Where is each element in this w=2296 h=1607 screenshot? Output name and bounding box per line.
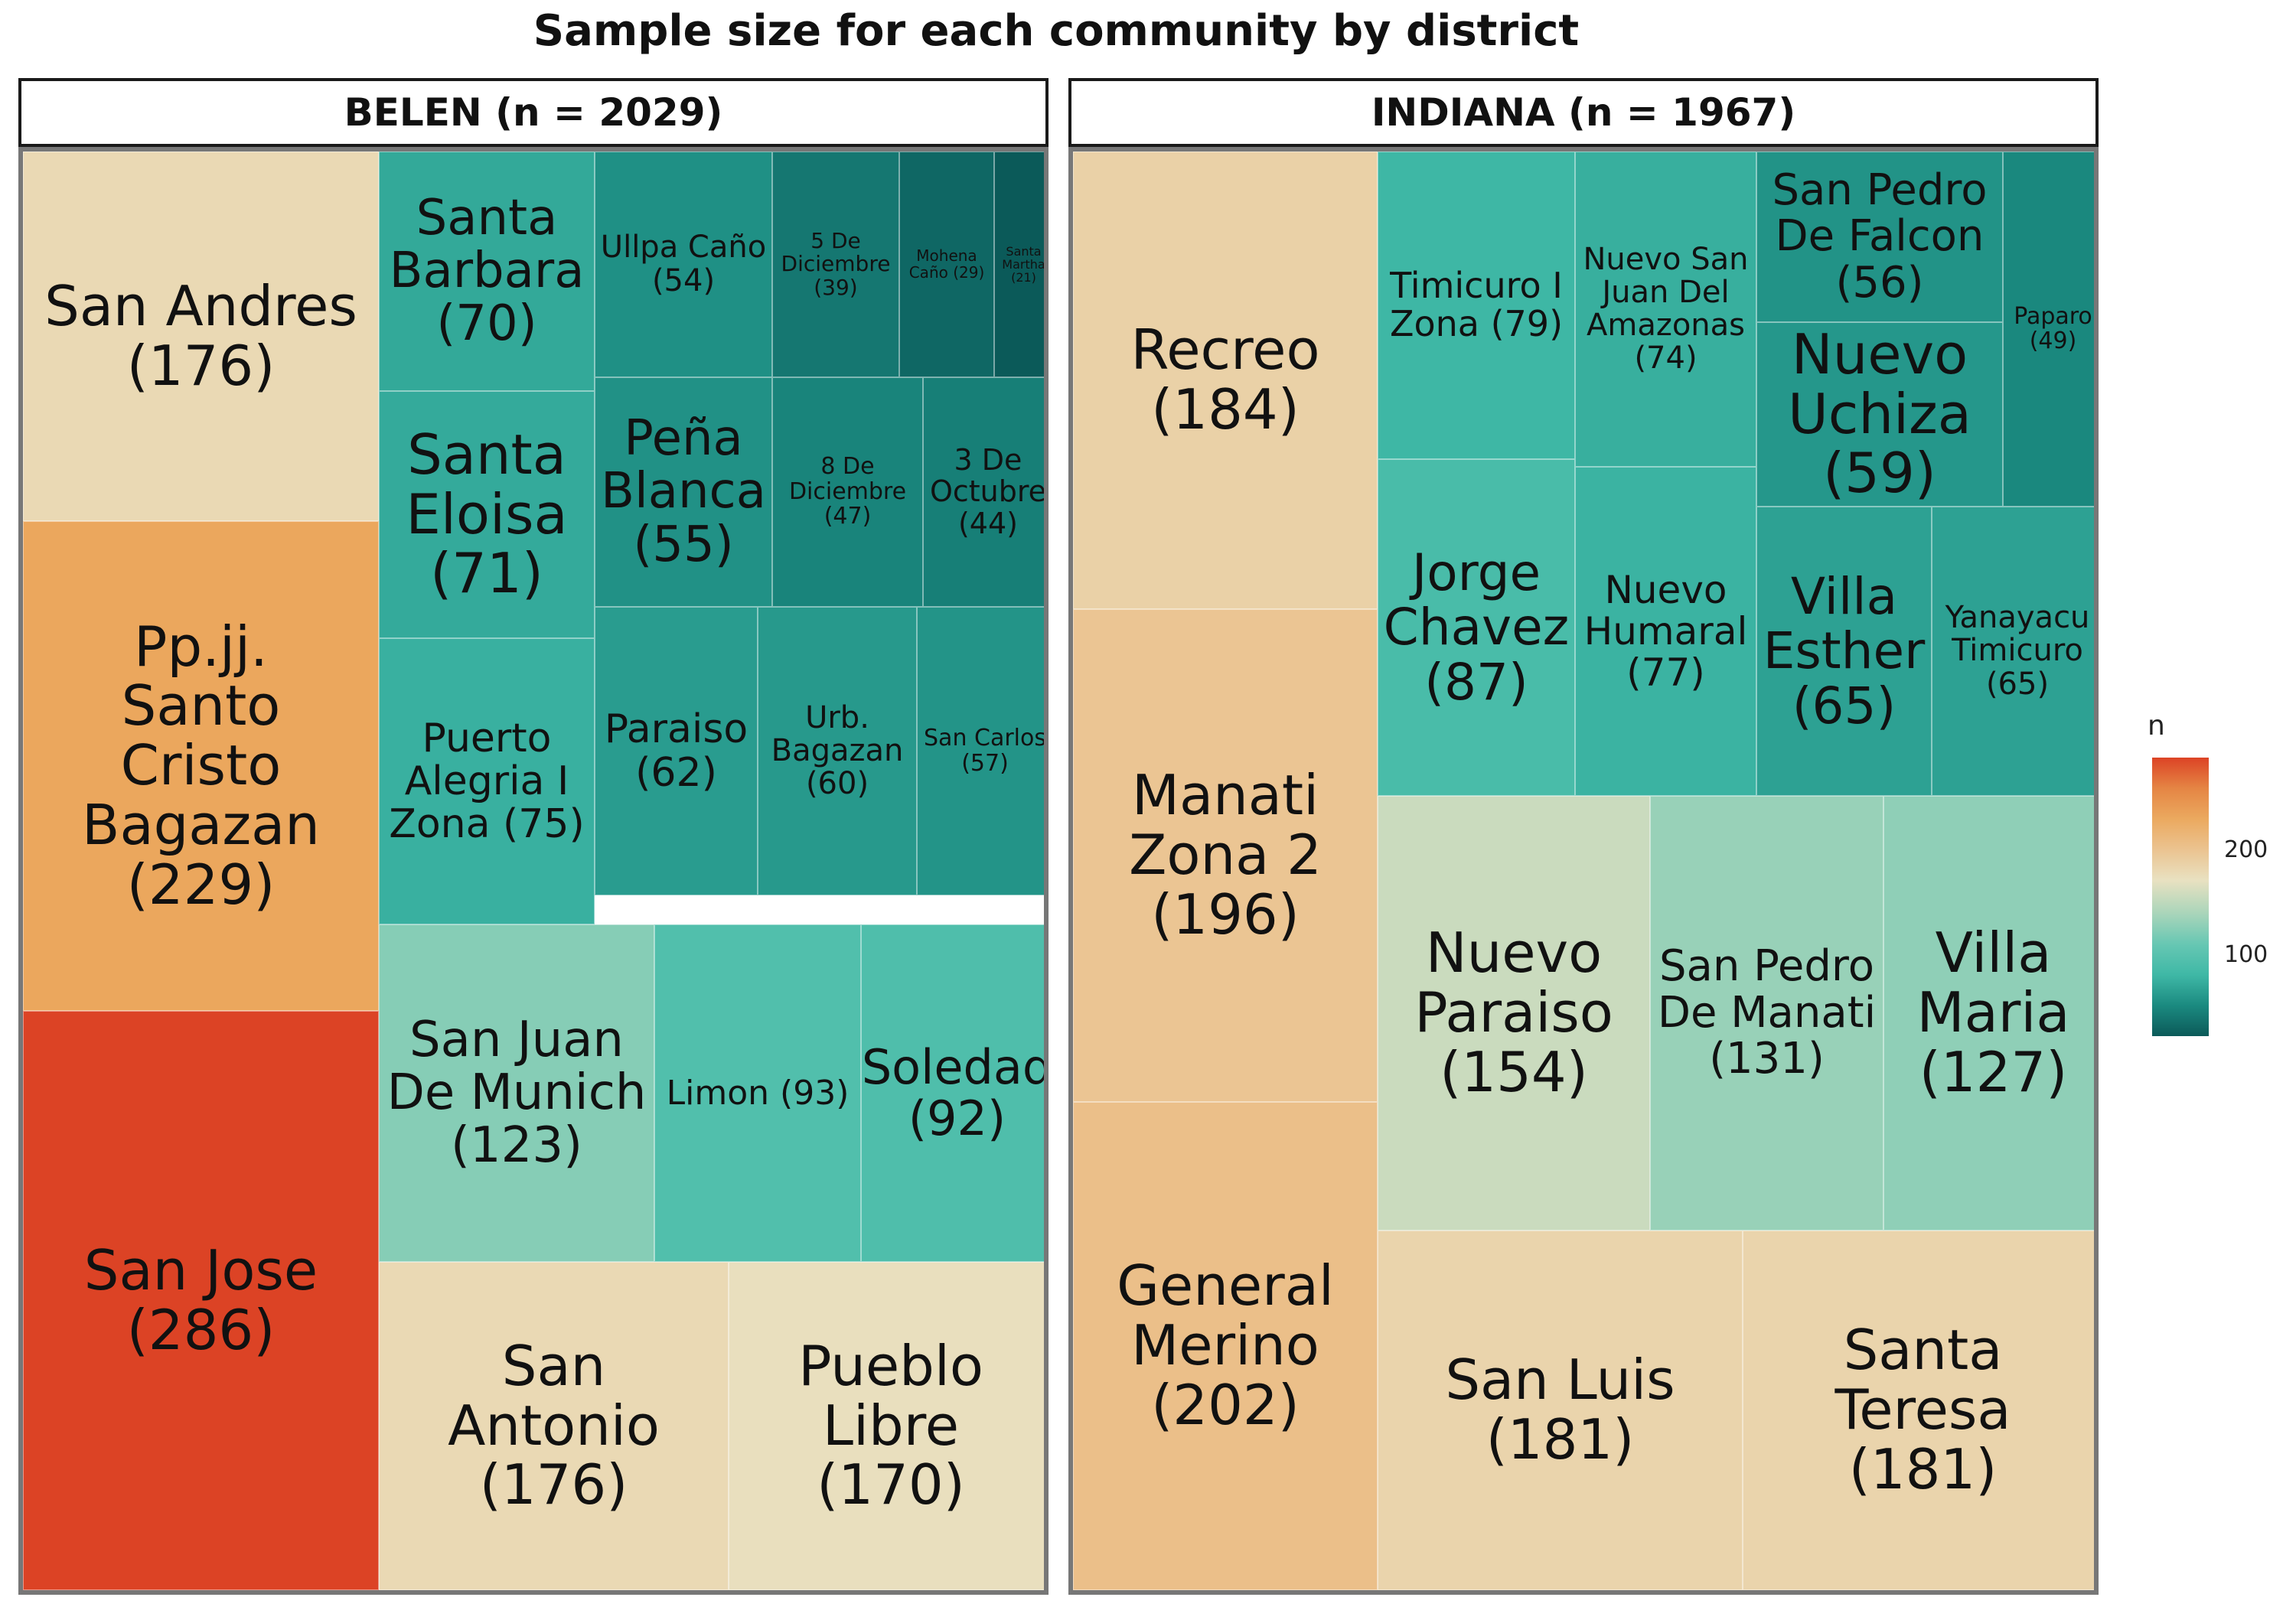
legend-label-200: 200	[2224, 836, 2268, 863]
treemap-tile-mohena-caño: Mohena Caño (29)	[899, 152, 994, 377]
treemap-tile-label: Limon (93)	[666, 1073, 850, 1113]
treemap-panel-belen: San Andres (176) Pp.jj. Santo Cristo Baga…	[18, 147, 1049, 1595]
treemap-tile-label: Nuevo Uchiza (59)	[1788, 322, 1971, 506]
treemap-tile-label: Timicuro I Zona (79)	[1389, 265, 1564, 344]
treemap-tile-santa-eloisa: Santa Eloisa (71)	[379, 391, 595, 638]
treemap-tile-paparo: Paparo (49)	[2003, 152, 2094, 507]
treemap-tile-3-de-octubre: 3 De Octubre (44)	[923, 377, 1047, 607]
treemap-tile-label: San Andres (176)	[44, 273, 357, 398]
treemap-tile-pp-jj-santo-cristo-bagazan: Pp.jj. Santo Cristo Bagazan (229)	[23, 521, 379, 1011]
treemap-tile-label: Recreo (184)	[1130, 318, 1320, 442]
treemap-tile-label: 8 De Diciembre (47)	[788, 453, 907, 530]
treemap-tile-san-pedro-de-manati: San Pedro De Manati (131)	[1650, 796, 1883, 1231]
treemap-tile-san-antonio: San Antonio (176)	[379, 1262, 729, 1590]
treemap-tile-label: Mohena Caño (29)	[908, 246, 985, 282]
treemap-tile-label: San Luis (181)	[1445, 1348, 1675, 1472]
treemap-tile-nuevo-uchiza: Nuevo Uchiza (59)	[1756, 322, 2003, 507]
treemap-tile-san-andres: San Andres (176)	[23, 152, 379, 521]
legend-tick-200	[2209, 850, 2216, 852]
treemap-tile-villa-maria: Villa Maria (127)	[1883, 796, 2094, 1231]
treemap-tile-label: Puerto Alegria I Zona (75)	[389, 715, 585, 848]
treemap-tile-label: General Merino (202)	[1117, 1253, 1334, 1437]
treemap-tile-san-luis: San Luis (181)	[1378, 1231, 1743, 1590]
treemap-tile-santa-barbara: Santa Barbara (70)	[379, 152, 595, 391]
treemap-tile-label: Paparo (49)	[2014, 302, 2092, 354]
treemap-tile-8-de-diciembre: 8 De Diciembre (47)	[772, 377, 923, 607]
treemap-tile-san-juan-de-munich: San Juan De Munich (123)	[379, 924, 654, 1262]
treemap-tile-nuevo-paraiso: Nuevo Paraiso (154)	[1378, 796, 1650, 1231]
treemap-tile-san-jose: San Jose (286)	[23, 1011, 379, 1590]
treemap-tile-label: Santa Martha (21)	[1002, 243, 1045, 285]
treemap-tile-label: San Jose (286)	[83, 1237, 318, 1362]
treemap-tile-santa-martha: Santa Martha (21)	[994, 152, 1045, 377]
treemap-tile-label: Soledad (92)	[861, 1038, 1049, 1146]
treemap-tile-label: San Pedro De Falcon (56)	[1772, 165, 1988, 308]
treemap-tile-label: Nuevo San Juan Del Amazonas (74)	[1583, 241, 1749, 376]
treemap-tile-jorge-chavez: Jorge Chavez (87)	[1378, 459, 1575, 796]
treemap-tile-label: Nuevo Humaral (77)	[1583, 568, 1748, 695]
treemap-tile-paraiso: Paraiso (62)	[595, 607, 758, 895]
treemap-tile-urb-bagazan: Urb. Bagazan (60)	[758, 607, 917, 895]
treemap-tile-label: Santa Eloisa (71)	[406, 422, 568, 606]
treemap-tile-label: 3 De Octubre (44)	[929, 443, 1047, 540]
treemap-tile-general-merino: General Merino (202)	[1073, 1102, 1378, 1590]
treemap-tile-label: Pueblo Libre (170)	[798, 1333, 983, 1517]
treemap-tile-label: San Pedro De Manati (131)	[1657, 941, 1877, 1084]
treemap-tile-puerto-alegria-i-zona: Puerto Alegria I Zona (75)	[379, 638, 595, 924]
treemap-tile-label: San Antonio (176)	[448, 1333, 660, 1517]
treemap-tile-label: 5 De Diciembre (39)	[781, 228, 891, 300]
treemap-tile-label: Nuevo Paraiso (154)	[1414, 921, 1613, 1104]
treemap-tile-label: Pp.jj. Santo Cristo Bagazan (229)	[82, 614, 320, 917]
treemap-tile-label: Villa Esther (65)	[1763, 567, 1926, 735]
legend-colorbar	[2152, 758, 2209, 1036]
treemap-tile-label: Peña Blanca (55)	[601, 410, 766, 573]
treemap-tile-soledad: Soledad (92)	[861, 924, 1049, 1262]
legend-label-100: 100	[2224, 941, 2268, 968]
treemap-tile-peña-blanca: Peña Blanca (55)	[595, 377, 772, 607]
treemap-tile-san-pedro-de-falcon: San Pedro De Falcon (56)	[1756, 152, 2003, 322]
treemap-tile-label: Ullpa Caño (54)	[600, 230, 767, 298]
treemap-tile-label: Santa Barbara (70)	[389, 189, 585, 353]
treemap-tile-label: Jorge Chavez (87)	[1383, 543, 1570, 712]
treemap-tile-pueblo-libre: Pueblo Libre (170)	[729, 1262, 1044, 1590]
treemap-tile-ullpa-caño: Ullpa Caño (54)	[595, 152, 772, 377]
treemap-tile-manati-zona-2: Manati Zona 2 (196)	[1073, 609, 1378, 1102]
treemap-tile-villa-esther: Villa Esther (65)	[1756, 507, 1932, 796]
treemap-tile-limon: Limon (93)	[654, 924, 861, 1262]
treemap-tile-label: Santa Teresa (181)	[1835, 1318, 2011, 1501]
treemap-tile-santa-teresa: Santa Teresa (181)	[1743, 1231, 2094, 1590]
treemap-tile-label: Paraiso (62)	[604, 706, 748, 796]
treemap-tile-recreo: Recreo (184)	[1073, 152, 1378, 609]
treemap-tile-label: Yanayacu Timicuro (65)	[1945, 600, 2090, 702]
treemap-tile-label: Villa Maria (127)	[1916, 921, 2070, 1104]
treemap-panel-indiana: Recreo (184) Manati Zona 2 (196) General M…	[1068, 147, 2099, 1595]
panel-strip-indiana: INDIANA (n = 1967)	[1068, 78, 2099, 147]
legend-title: n	[2148, 710, 2165, 742]
treemap-tile-san-carlos: San Carlos (57)	[917, 607, 1046, 895]
treemap-tile-label: San Carlos (57)	[924, 725, 1046, 777]
treemap-tile-yanayacu-timicuro: Yanayacu Timicuro (65)	[1932, 507, 2094, 796]
treemap-tile-nuevo-humaral: Nuevo Humaral (77)	[1575, 467, 1756, 796]
chart-title: Sample size for each community by distri…	[533, 6, 1580, 56]
treemap-tile-label: San Juan De Munich (123)	[386, 1011, 647, 1175]
legend-tick-100	[2209, 955, 2216, 957]
treemap-tile-nuevo-san-juan-del-amazonas: Nuevo San Juan Del Amazonas (74)	[1575, 152, 1756, 467]
treemap-tile-label: Manati Zona 2 (196)	[1129, 763, 1322, 947]
treemap-tile-5-de-diciembre: 5 De Diciembre (39)	[772, 152, 899, 377]
treemap-tile-label: Urb. Bagazan (60)	[771, 699, 904, 802]
panel-strip-belen: BELEN (n = 2029)	[18, 78, 1049, 147]
treemap-tile-timicuro-i-zona: Timicuro I Zona (79)	[1378, 152, 1575, 459]
